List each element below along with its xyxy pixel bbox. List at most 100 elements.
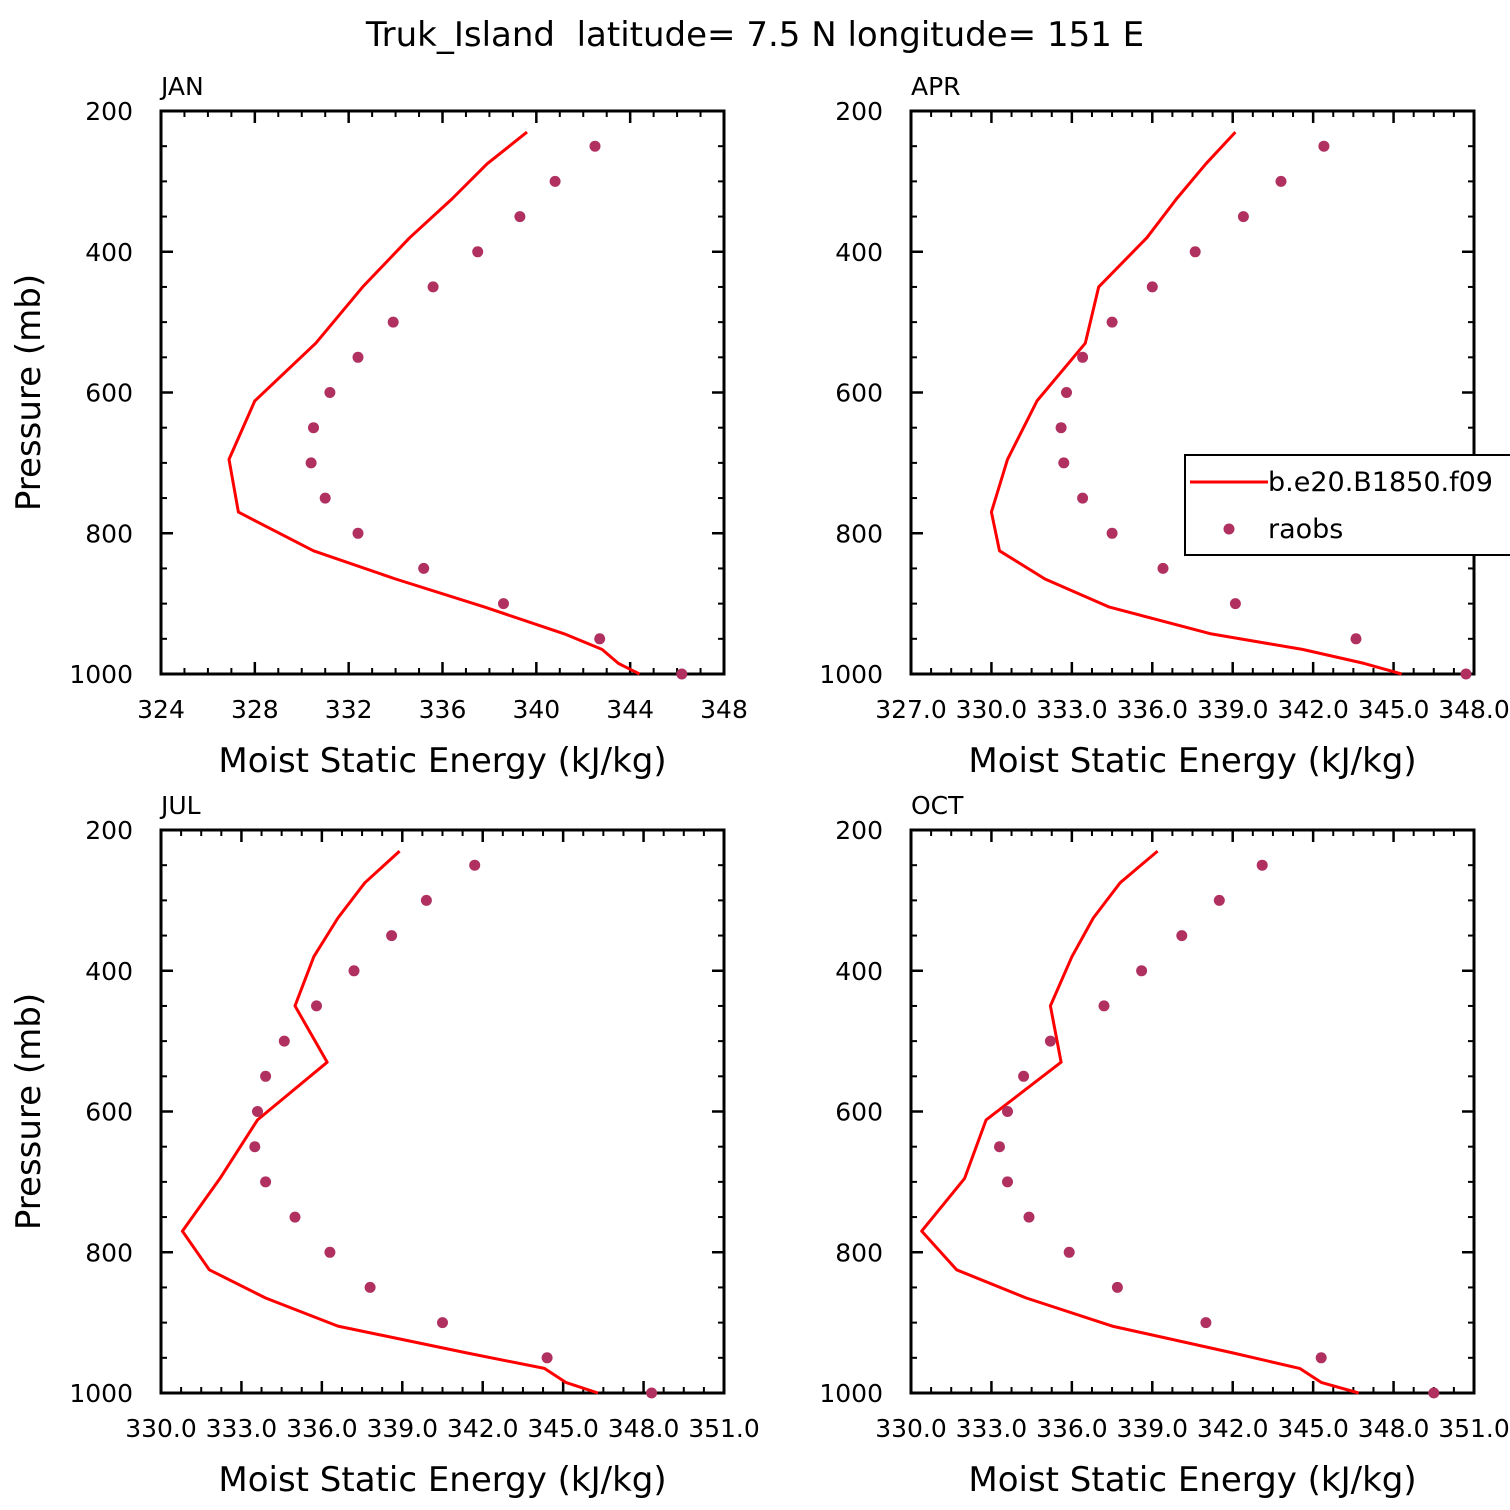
raobs-point: [311, 1000, 322, 1012]
raobs-point: [1213, 894, 1225, 906]
plot-frame: [159, 828, 726, 1395]
x-tick-label: 344: [606, 695, 654, 724]
x-tick-label: 333.0: [956, 1414, 1028, 1443]
y-tick-label: 800: [835, 1238, 883, 1267]
x-tick-label: 328: [231, 695, 279, 724]
y-tick-label: 400: [835, 957, 883, 986]
raobs-point: [1044, 1035, 1056, 1047]
raobs-point: [1275, 175, 1287, 187]
raobs-point: [324, 387, 336, 398]
raobs-point: [1106, 316, 1118, 328]
x-tick-label: 342.0: [1197, 1414, 1269, 1443]
raobs-point: [1002, 1106, 1013, 1117]
raobs-point: [305, 457, 317, 469]
raobs-point: [646, 1387, 658, 1399]
raobs-point: [348, 965, 360, 977]
raobs-point: [594, 633, 606, 645]
x-tick-label: 342.0: [1277, 695, 1349, 724]
panels: JAN 324 328 332 336 340 344 348 200 400 600 800 1000…: [9, 72, 1510, 1500]
x-tick-label: 336.0: [1116, 695, 1188, 724]
model-line: [989, 131, 1403, 676]
raobs-point: [1157, 562, 1169, 574]
raobs-point: [1256, 859, 1268, 871]
raobs-point: [1018, 1070, 1030, 1082]
y-axis-label: Pressure (mb): [9, 993, 49, 1230]
raobs-point: [1229, 598, 1241, 610]
raobs-point: [252, 1106, 263, 1117]
x-tick-label: 333.0: [1036, 695, 1108, 724]
raobs-point: [364, 1281, 376, 1293]
raobs-point: [420, 894, 432, 906]
raobs-point: [1055, 422, 1067, 434]
raobs-point: [1061, 387, 1072, 398]
raobs-point: [472, 246, 484, 258]
y-tick-label: 600: [85, 379, 133, 408]
raobs-point: [324, 1246, 336, 1258]
x-axis-label: Moist Static Energy (kJ/kg): [218, 1460, 666, 1500]
y-tick-label: 800: [85, 519, 133, 548]
y-tick-label: 1000: [819, 660, 883, 689]
legend-model-label: b.e20.B1850.f09: [1268, 467, 1493, 498]
x-tick-label: 330.0: [875, 1414, 947, 1443]
raobs-point: [1098, 1000, 1110, 1012]
raobs-point: [1237, 211, 1249, 223]
raobs-point: [1023, 1211, 1035, 1223]
y-tick-label: 400: [85, 957, 133, 986]
x-tick-label: 342.0: [447, 1414, 519, 1443]
x-tick-label: 345.0: [1358, 695, 1430, 724]
raobs-point: [386, 930, 398, 942]
x-tick-label: 336.0: [1036, 1414, 1108, 1443]
x-tick-label: 332: [325, 695, 373, 724]
raobs-point: [1077, 351, 1089, 363]
raobs-point: [289, 1211, 301, 1223]
y-tick-label: 200: [85, 97, 133, 126]
raobs-point: [498, 598, 509, 610]
x-axis-label: Moist Static Energy (kJ/kg): [218, 741, 666, 781]
legend: b.e20.B1850.f09 raobs: [1184, 454, 1510, 556]
y-tick-label: 400: [85, 238, 133, 267]
raobs-point: [308, 422, 319, 434]
raobs-point: [1146, 281, 1158, 293]
panel-label: JUL: [159, 791, 201, 820]
y-tick-label: 1000: [69, 660, 133, 689]
raobs-point: [1176, 930, 1188, 942]
y-tick-label: 200: [85, 816, 133, 845]
raobs-point: [352, 351, 364, 363]
raobs-point: [1350, 633, 1362, 645]
x-tick-label: 327.0: [875, 695, 947, 724]
raobs-point: [1063, 1246, 1075, 1258]
x-tick-label: 330.0: [956, 695, 1028, 724]
model-line: [920, 849, 1360, 1395]
plot-frame: [159, 109, 726, 676]
x-tick-label: 340: [512, 695, 560, 724]
raobs-point: [1315, 1352, 1327, 1364]
raobs-point: [352, 527, 364, 539]
raobs-point: [514, 211, 526, 223]
raobs-point: [249, 1141, 261, 1153]
raobs-point: [676, 668, 688, 680]
legend-box: [1184, 454, 1510, 556]
y-tick-label: 200: [835, 816, 883, 845]
raobs-point: [1002, 1176, 1013, 1188]
y-tick-label: 200: [835, 97, 883, 126]
raobs-point: [1318, 140, 1330, 152]
raobs-point: [549, 175, 561, 187]
figure-title: Truk_Island latitude= 7.5 N longitude= 1…: [365, 15, 1144, 55]
raobs-point: [1460, 668, 1472, 680]
raobs-point: [1136, 965, 1148, 977]
x-axis-label: Moist Static Energy (kJ/kg): [968, 1460, 1416, 1500]
x-tick-label: 330.0: [125, 1414, 197, 1443]
legend-dot-swatch: [1223, 523, 1235, 535]
x-tick-label: 339.0: [1197, 695, 1269, 724]
raobs-point: [1428, 1387, 1440, 1399]
raobs-point: [418, 562, 430, 574]
raobs-point: [1189, 246, 1201, 258]
x-tick-label: 333.0: [206, 1414, 278, 1443]
raobs-point: [1200, 1317, 1212, 1329]
legend-obs-label: raobs: [1268, 514, 1343, 545]
panel-label: OCT: [911, 791, 964, 820]
raobs-point: [387, 316, 399, 328]
x-tick-label: 348.0: [608, 1414, 680, 1443]
x-tick-label: 351.0: [1438, 1414, 1510, 1443]
raobs-point: [260, 1176, 272, 1188]
